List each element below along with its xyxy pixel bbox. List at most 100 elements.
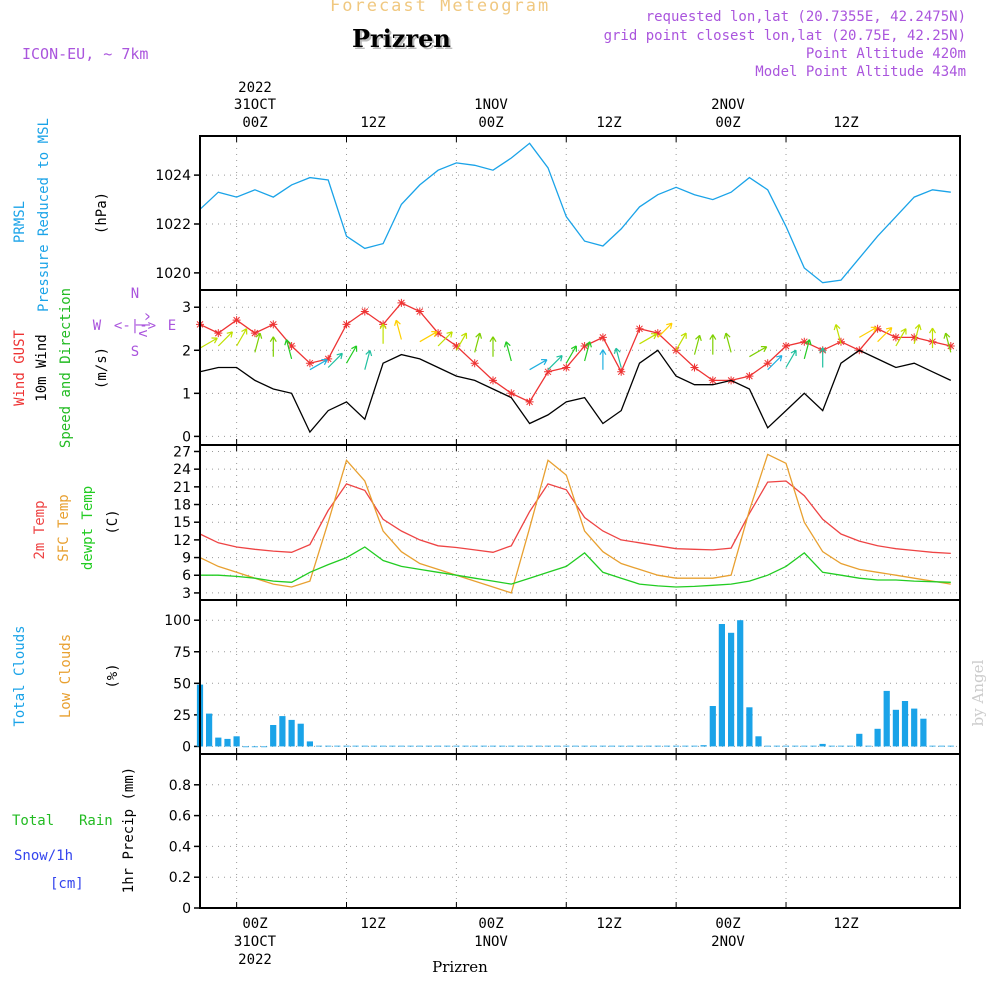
cloud-unit-label: (%) bbox=[105, 663, 121, 688]
cloud-bar-28 bbox=[453, 745, 460, 747]
gust-marker-11 bbox=[397, 298, 406, 307]
cloud-bar-70 bbox=[837, 745, 845, 747]
wind-arrow-21 bbox=[584, 341, 592, 362]
cloud-bar-39 bbox=[554, 745, 561, 747]
panel-frame-0 bbox=[199, 135, 961, 291]
temp-labels: 2m Temp SFC Temp dewpt Temp (C) bbox=[32, 486, 121, 570]
wind-arrow-10 bbox=[379, 323, 387, 344]
gust-marker-18 bbox=[525, 397, 534, 406]
cloud-bar-52 bbox=[673, 745, 680, 747]
series-10m-wind bbox=[199, 349, 952, 434]
cloud-bar-45 bbox=[608, 745, 616, 747]
wind-arrow-36 bbox=[858, 326, 878, 338]
wind-arrow-6 bbox=[309, 359, 328, 371]
series-prmsl bbox=[199, 142, 951, 284]
gust-marker-39 bbox=[910, 333, 919, 342]
grid-point-coords: grid point closest lon,lat (20.75E, 42.2… bbox=[603, 28, 966, 44]
ytick-label-2-2: 9 bbox=[182, 551, 191, 567]
compass-w: W bbox=[93, 318, 102, 334]
ytick-label-3-1: 25 bbox=[173, 708, 191, 724]
ytick-label-2-3: 12 bbox=[173, 533, 191, 549]
cloud-bar-64 bbox=[782, 745, 790, 747]
gust-marker-31 bbox=[763, 359, 772, 368]
ytick-label-2-7: 24 bbox=[173, 462, 191, 478]
cloud-bar-27 bbox=[444, 745, 451, 747]
gust-marker-27 bbox=[690, 363, 699, 372]
cloud-bar-24 bbox=[416, 745, 423, 747]
gust-marker-19 bbox=[544, 367, 552, 376]
t2m-label: 2m Temp bbox=[32, 500, 48, 559]
ytick-label-0-1: 1022 bbox=[155, 217, 191, 233]
prmsl-desc-label: Pressure Reduced to MSL bbox=[36, 118, 52, 312]
gust-marker-2 bbox=[232, 316, 241, 325]
series-2m-temp bbox=[199, 480, 951, 555]
ytick-label-4-0: 0 bbox=[182, 901, 191, 917]
top-hour-label-4: 00Z bbox=[715, 115, 740, 131]
gust-marker-24 bbox=[635, 324, 644, 333]
cloud-bar-1 bbox=[206, 713, 213, 747]
cloud-bar-31 bbox=[480, 745, 487, 747]
cloud-bar-74 bbox=[874, 728, 881, 747]
gust-marker-1 bbox=[214, 329, 223, 338]
ytick-label-2-5: 18 bbox=[173, 498, 191, 514]
gust-marker-22 bbox=[598, 333, 607, 342]
cloud-bar-7 bbox=[261, 746, 268, 748]
gust-marker-21 bbox=[580, 342, 589, 350]
top-hour-label-1: 12Z bbox=[360, 115, 385, 131]
ytick-label-3-3: 75 bbox=[173, 645, 191, 661]
wind-arrow-8 bbox=[345, 345, 358, 364]
cloud-bar-69 bbox=[828, 745, 835, 747]
cloud-bar-29 bbox=[462, 745, 469, 747]
cloud-bar-66 bbox=[801, 745, 808, 747]
rain-label: Rain bbox=[79, 813, 113, 829]
wind-unit-label: (m/s) bbox=[94, 347, 110, 389]
panel-frame-4 bbox=[199, 753, 961, 909]
ytick-label-3-4: 100 bbox=[164, 613, 191, 629]
cloud-bar-36 bbox=[526, 745, 533, 747]
cloud-bar-60 bbox=[746, 707, 753, 747]
cloud-bar-43 bbox=[590, 745, 597, 747]
cloud-bar-77 bbox=[901, 701, 909, 747]
gust-marker-12 bbox=[415, 307, 424, 316]
cloud-bar-6 bbox=[251, 746, 258, 748]
gust-marker-33 bbox=[800, 337, 809, 346]
wind-arrow-22 bbox=[599, 349, 607, 370]
ytick-label-4-2: 0.4 bbox=[169, 839, 191, 855]
gust-marker-6 bbox=[305, 359, 314, 368]
wind-arrow-1 bbox=[217, 331, 234, 347]
cloud-bar-54 bbox=[691, 745, 698, 747]
snow-unit-label: [cm] bbox=[50, 876, 84, 892]
dew-label: dewpt Temp bbox=[80, 486, 96, 570]
cloud-bar-73 bbox=[865, 745, 872, 747]
cloud-bar-76 bbox=[892, 709, 899, 747]
ytick-label-1-1: 1 bbox=[182, 386, 191, 402]
cloud-bar-2 bbox=[215, 737, 222, 747]
cloud-bar-63 bbox=[773, 745, 780, 747]
wind-arrow-5 bbox=[284, 339, 293, 360]
cloud-bar-22 bbox=[398, 745, 405, 747]
cloud-bar-18 bbox=[361, 745, 368, 747]
cloud-bar-8 bbox=[270, 725, 277, 747]
bottom-hour-label-4: 00Z bbox=[715, 916, 740, 932]
snow-label: Snow/1h bbox=[14, 848, 73, 864]
cloud-bar-11 bbox=[297, 723, 304, 747]
cloud-bar-41 bbox=[572, 745, 579, 747]
cloud-bar-20 bbox=[380, 745, 387, 747]
cloud-bar-48 bbox=[636, 745, 643, 747]
wind-arrow-3 bbox=[254, 332, 263, 353]
cloud-bar-61 bbox=[755, 736, 762, 747]
cloud-bar-42 bbox=[581, 745, 588, 747]
wind-arrow-16 bbox=[489, 336, 497, 357]
top-day-label-0: 31OCT bbox=[234, 97, 277, 113]
cloud-bar-59 bbox=[737, 620, 744, 747]
bottom-hour-label-3: 12Z bbox=[596, 916, 621, 932]
cloud-bar-53 bbox=[682, 745, 689, 747]
cloud-bar-71 bbox=[847, 745, 854, 747]
wind-dir-label: Speed and Direction bbox=[58, 288, 74, 448]
wind-arrow-34 bbox=[819, 347, 827, 368]
cloud-bar-5 bbox=[242, 746, 249, 748]
cloud-bar-16 bbox=[343, 745, 350, 747]
top-hour-label-3: 12Z bbox=[596, 115, 621, 131]
series-wind-gust bbox=[199, 302, 951, 403]
gust-marker-17 bbox=[507, 389, 516, 398]
